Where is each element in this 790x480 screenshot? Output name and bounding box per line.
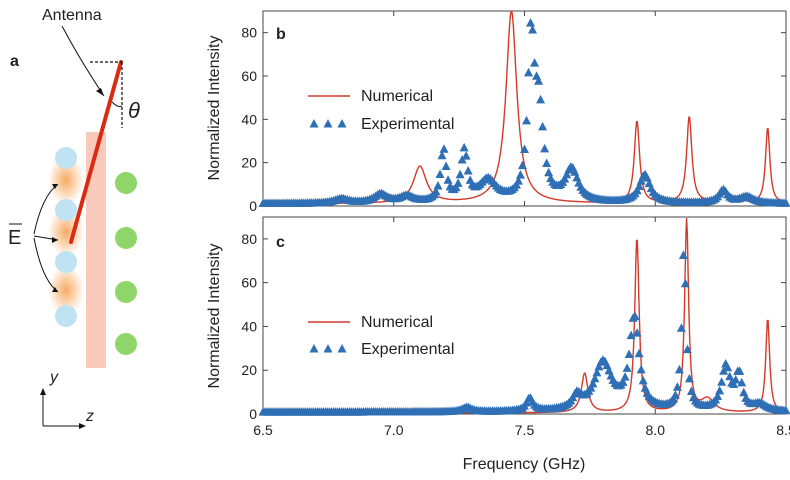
data-point xyxy=(310,119,319,128)
legend-label-experimental: Experimental xyxy=(361,116,454,133)
data-point xyxy=(454,178,463,187)
panel-letter-c: c xyxy=(276,234,285,251)
data-point xyxy=(444,175,453,184)
data-point xyxy=(522,116,531,125)
data-point xyxy=(456,170,465,179)
panel-letter-a: a xyxy=(10,53,19,70)
data-point xyxy=(621,372,630,381)
schematic-panel-a: a Antenna xyxy=(8,7,140,429)
green-particle xyxy=(115,281,137,303)
chart-panel-c: 0 20 40 60 80 6.5 7.0 7.5 8.0 8.5 c Normalized In… xyxy=(206,217,790,473)
data-point xyxy=(526,18,535,27)
axis-y-label: y xyxy=(49,369,59,386)
antenna-pointer-line xyxy=(62,26,104,96)
green-particle-column xyxy=(115,172,137,355)
data-point xyxy=(635,349,644,358)
sphere xyxy=(55,147,77,169)
axis-z-label: z xyxy=(85,408,94,425)
data-point xyxy=(542,158,551,167)
y-tick-label: 80 xyxy=(241,25,257,41)
data-point xyxy=(436,170,445,179)
data-point xyxy=(639,376,648,385)
data-point xyxy=(324,119,333,128)
data-point xyxy=(679,250,688,259)
plot-frame xyxy=(263,217,786,414)
axis-y-arrowhead xyxy=(40,388,46,395)
data-point xyxy=(324,344,333,353)
data-point xyxy=(434,181,443,190)
y-tick-label: 60 xyxy=(241,68,257,84)
theta-arc xyxy=(112,102,122,107)
data-point xyxy=(544,168,553,177)
legend-label-experimental: Experimental xyxy=(361,341,454,358)
sphere xyxy=(55,305,77,327)
data-point xyxy=(442,162,451,171)
y-tick-label: 60 xyxy=(241,275,257,291)
series-marks-experimental xyxy=(259,18,790,207)
data-point xyxy=(637,365,646,374)
green-particle xyxy=(115,227,137,249)
panel-letter-b: b xyxy=(276,26,286,43)
data-point xyxy=(625,350,634,359)
data-point xyxy=(530,58,539,67)
data-point xyxy=(338,344,347,353)
y-tick-label: 0 xyxy=(249,406,257,422)
data-point xyxy=(623,363,632,372)
series-line-numerical xyxy=(263,218,786,413)
theta-label: θ xyxy=(128,98,140,123)
plot-frame xyxy=(263,11,786,206)
axis-z-arrowhead xyxy=(79,423,86,429)
data-point xyxy=(440,144,449,153)
data-point xyxy=(717,377,726,386)
data-point xyxy=(540,144,549,153)
y-tick-label: 80 xyxy=(241,231,257,247)
x-tick-label: 6.5 xyxy=(253,422,273,438)
legend-label-numerical: Numerical xyxy=(361,88,433,105)
x-tick-label: 7.0 xyxy=(384,422,404,438)
legend-label-numerical: Numerical xyxy=(361,314,433,331)
data-point xyxy=(715,386,724,395)
data-point xyxy=(536,95,545,104)
series-line-numerical xyxy=(263,11,786,203)
sphere xyxy=(55,251,77,273)
x-tick-label: 7.5 xyxy=(515,422,535,438)
x-tick-label: 8.0 xyxy=(646,422,666,438)
x-tick-label: 8.5 xyxy=(776,422,790,438)
data-point xyxy=(338,119,347,128)
y-axis-label: Normalized Intensity xyxy=(206,36,223,181)
field-label: E xyxy=(8,227,21,249)
legend: Numerical Experimental xyxy=(308,88,454,133)
green-particle xyxy=(115,172,137,194)
data-point xyxy=(538,122,547,130)
slab-band xyxy=(86,132,106,368)
data-point xyxy=(462,151,471,160)
antenna-pointer-arrowhead xyxy=(96,88,104,96)
antenna-label: Antenna xyxy=(42,7,102,24)
y-tick-label: 40 xyxy=(241,111,257,127)
series-marks-experimental xyxy=(259,250,790,415)
data-point xyxy=(310,344,319,353)
data-point xyxy=(460,143,469,152)
sphere xyxy=(55,199,77,221)
data-point xyxy=(524,68,533,77)
y-tick-label: 20 xyxy=(241,155,257,171)
y-tick-label: 40 xyxy=(241,318,257,334)
y-tick-label: 20 xyxy=(241,362,257,378)
legend-swatch-experimental xyxy=(310,119,347,128)
data-point xyxy=(739,388,748,397)
x-axis-label: Frequency (GHz) xyxy=(463,456,586,473)
data-point xyxy=(518,161,527,170)
data-point xyxy=(464,166,473,175)
y-axis-label: Normalized Intensity xyxy=(206,244,223,389)
legend: Numerical Experimental xyxy=(308,314,454,358)
green-particle xyxy=(115,333,137,355)
chart-panel-b: 0 20 40 60 80 b Normalized Intensity Numeric… xyxy=(206,11,790,214)
y-tick-label: 0 xyxy=(249,198,257,214)
legend-swatch-experimental xyxy=(310,344,347,353)
data-point xyxy=(516,170,525,179)
